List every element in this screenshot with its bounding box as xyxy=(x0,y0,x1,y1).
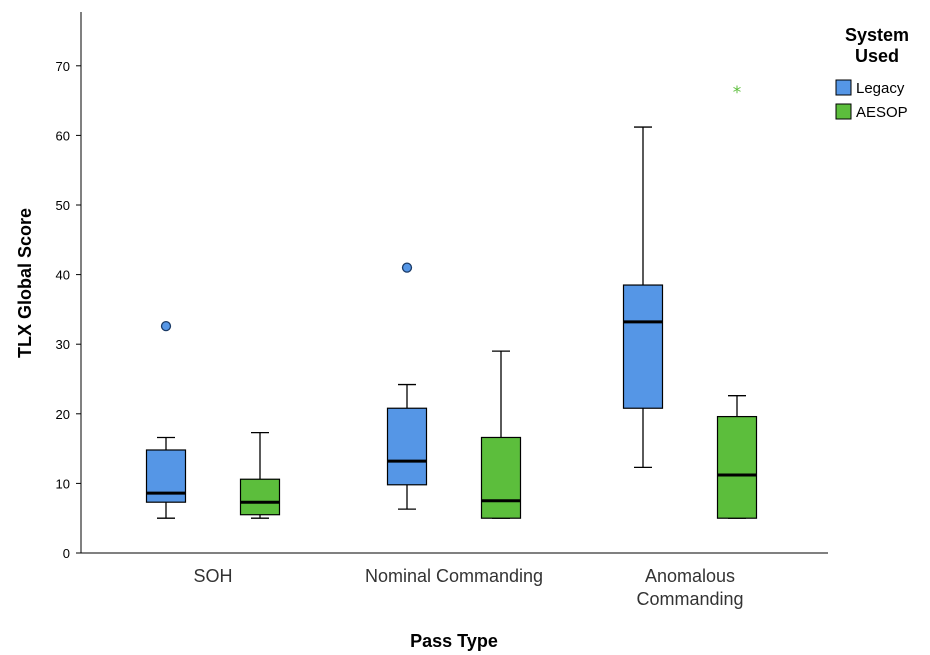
outlier-point xyxy=(160,320,172,332)
y-axis: 0 10 20 30 40 50 60 70 xyxy=(56,12,82,561)
box-group xyxy=(622,126,664,469)
y-tick-label: 60 xyxy=(56,128,70,143)
box xyxy=(480,436,522,519)
y-tick-label: 0 xyxy=(63,546,70,561)
y-tick-label: 40 xyxy=(56,268,70,283)
y-tick-label: 20 xyxy=(56,407,70,422)
x-category-label: Anomalous xyxy=(645,566,735,586)
legend-swatch xyxy=(835,79,852,96)
legend-title-line-1: System xyxy=(845,25,909,45)
box-group: * xyxy=(716,83,758,519)
y-tick-label: 70 xyxy=(56,59,70,74)
y-tick-label: 50 xyxy=(56,198,70,213)
legend-label: AESOP xyxy=(856,104,908,121)
legend-swatch xyxy=(835,103,852,120)
legend: System Used Legacy AESOP xyxy=(835,25,909,121)
y-axis-title: TLX Global Score xyxy=(15,208,35,358)
box-group xyxy=(145,320,187,519)
plot-area: * xyxy=(145,83,758,519)
outlier-star: * xyxy=(733,83,742,103)
x-category-label: SOH xyxy=(193,566,232,586)
box xyxy=(386,407,428,486)
legend-label: Legacy xyxy=(856,80,905,97)
x-axis-title: Pass Type xyxy=(410,631,498,651)
x-category-label: Commanding xyxy=(636,589,743,609)
box xyxy=(239,478,281,516)
legend-item: Legacy xyxy=(835,79,905,97)
box-group xyxy=(239,431,281,519)
y-tick-label: 10 xyxy=(56,476,70,491)
y-tick-label: 30 xyxy=(56,337,70,352)
x-category-label: Nominal Commanding xyxy=(365,566,543,586)
outlier-point xyxy=(401,262,413,273)
box xyxy=(716,415,758,519)
legend-title-line-2: Used xyxy=(855,46,899,66)
x-axis: SOH Nominal Commanding Anomalous Commanding xyxy=(81,552,828,609)
box xyxy=(622,284,664,409)
box-group xyxy=(386,262,428,510)
box-group xyxy=(480,350,522,519)
legend-item: AESOP xyxy=(835,103,908,121)
